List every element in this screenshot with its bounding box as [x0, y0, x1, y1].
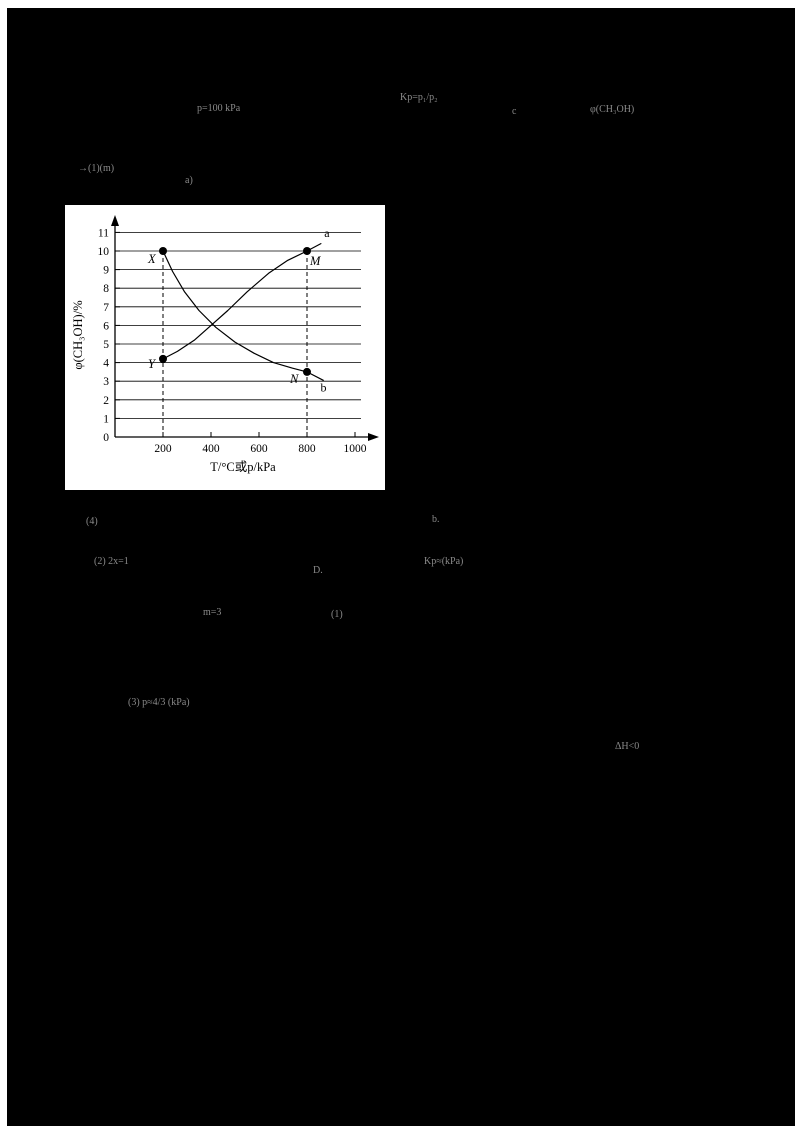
text-fragment: m=3 — [203, 607, 222, 618]
y-tick-label: 6 — [103, 320, 109, 332]
x-tick-label: 400 — [202, 443, 220, 455]
point-Y — [159, 354, 167, 363]
x-axis-title: T/°C或p/kPa — [210, 460, 276, 474]
y-tick-label: 7 — [103, 302, 109, 314]
curve-label-a: a — [324, 226, 330, 240]
point-label-Y: Y — [148, 357, 157, 371]
text-fragment: (2) 2x=1 — [94, 556, 129, 567]
x-tick-label: 1000 — [344, 443, 367, 455]
curve-label-b: b — [320, 380, 326, 394]
x-tick-label: 600 — [250, 443, 268, 455]
text-fragment: D. — [313, 565, 323, 576]
y-tick-label: 8 — [103, 283, 109, 295]
point-label-M: M — [309, 254, 321, 268]
text-fragment: b. — [432, 514, 440, 525]
point-label-N: N — [289, 372, 299, 386]
page-dark-background: 200 400 600 800 1000 0 1 2 3 4 5 6 7 8 9 10 11 a b X Y M N T/°C… — [7, 8, 795, 1126]
y-tick-label: 3 — [103, 376, 109, 388]
y-tick-label: 1 — [103, 413, 109, 425]
point-M — [303, 247, 311, 255]
y-tick-label: 5 — [103, 339, 109, 351]
chart-panel: 200 400 600 800 1000 0 1 2 3 4 5 6 7 8 9 10 11 a b X Y M N T/°C… — [65, 205, 385, 490]
text-fragment: (4) — [86, 516, 98, 527]
text-fragment: φ(CH₃OH) — [590, 104, 635, 115]
text-fragment: p=100 kPa — [197, 103, 241, 114]
text-fragment: (1) — [331, 609, 343, 620]
y-tick-label: 9 — [103, 265, 109, 277]
point-X — [159, 247, 167, 255]
text-fragment: a) — [185, 175, 193, 186]
x-tick-label: 200 — [154, 443, 172, 455]
y-tick-label: 0 — [103, 432, 109, 444]
y-tick-label: 10 — [98, 246, 110, 258]
point-N — [303, 367, 311, 376]
x-axis-arrow — [368, 433, 379, 441]
y-tick-label: 4 — [103, 358, 109, 370]
x-tick-label: 800 — [298, 443, 316, 455]
methanol-fraction-chart: 200 400 600 800 1000 0 1 2 3 4 5 6 7 8 9 10 11 a b X Y M N T/°C… — [71, 215, 379, 474]
y-tick-label: 11 — [98, 227, 109, 239]
curve-b — [162, 250, 324, 381]
y-tick-label: 2 — [103, 395, 109, 407]
point-label-X: X — [147, 252, 157, 266]
y-axis-arrow — [111, 215, 119, 226]
text-fragment: Kp≈(kPa) — [424, 556, 464, 567]
text-fragment: Kp=p₁/p₂ — [400, 92, 438, 103]
text-fragment: (3) p≈4/3 (kPa) — [128, 697, 190, 708]
text-fragment: ΔH<0 — [615, 741, 640, 752]
text-fragment: →(1)(m) — [78, 163, 115, 174]
y-axis-title: φ(CH₃OH)/% — [71, 300, 85, 369]
curve-a — [162, 242, 322, 360]
text-fragment: c — [512, 106, 517, 117]
